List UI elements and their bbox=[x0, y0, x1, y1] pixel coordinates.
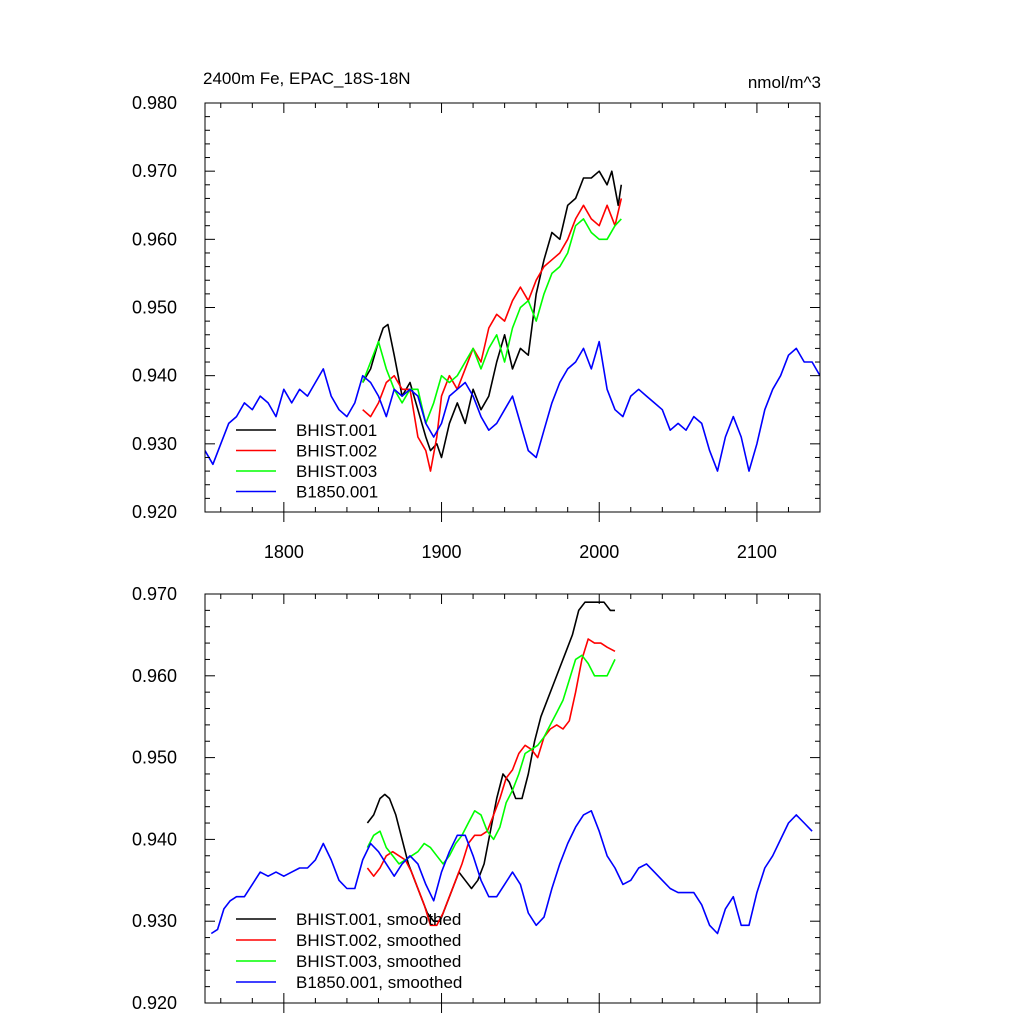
series-layer bbox=[210, 601, 813, 935]
y-tick-label: 0.960 bbox=[132, 666, 177, 686]
legend-label-1: BHIST.002, smoothed bbox=[296, 931, 461, 950]
axis-layer: 0.920 0.930 0.940 0.950 0.960 0.970 bbox=[132, 584, 821, 1013]
y-tick-label: 0.930 bbox=[132, 434, 177, 454]
legend-label-0: BHIST.001 bbox=[296, 421, 377, 440]
x-tick-label: 1900 bbox=[422, 542, 462, 562]
plot-frame bbox=[204, 593, 821, 1004]
y-tick-label: 0.970 bbox=[132, 161, 177, 181]
legend-label-0: BHIST.001, smoothed bbox=[296, 910, 461, 929]
series-line-2 bbox=[361, 218, 622, 425]
y-tick-label: 0.920 bbox=[132, 993, 177, 1013]
y-tick-label: 0.920 bbox=[132, 502, 177, 522]
y-tick-label: 0.930 bbox=[132, 911, 177, 931]
units-label: nmol/m^3 bbox=[748, 73, 821, 92]
y-tick-label: 0.950 bbox=[132, 748, 177, 768]
series-layer bbox=[205, 170, 820, 472]
series-line-2 bbox=[366, 654, 616, 865]
y-tick-label: 0.950 bbox=[132, 298, 177, 318]
chart-panel-top: 2400m Fe, EPAC_18S-18N nmol/m^3 0.9200.9… bbox=[132, 69, 821, 562]
x-tick-label: 2000 bbox=[579, 542, 619, 562]
y-tick-label: 0.980 bbox=[132, 93, 177, 113]
y-tick-label: 0.940 bbox=[132, 829, 177, 849]
legend-label-3: B1850.001 bbox=[296, 483, 378, 502]
series-line-1 bbox=[366, 638, 616, 927]
series-line-0 bbox=[362, 170, 623, 459]
x-tick-label: 1800 bbox=[264, 542, 304, 562]
series-line-1 bbox=[362, 198, 623, 472]
axis-layer: 0.920 0.930 0.940 0.950 0.960 0.970 0.980 1800 1… bbox=[132, 93, 821, 562]
legend-label-2: BHIST.003, smoothed bbox=[296, 952, 461, 971]
series-line-3 bbox=[205, 340, 820, 472]
legend-label-2: BHIST.003 bbox=[296, 462, 377, 481]
y-tick-label: 0.940 bbox=[132, 366, 177, 386]
chart-title: 2400m Fe, EPAC_18S-18N bbox=[203, 69, 411, 88]
legend: BHIST.001, smoothed BHIST.002, smoothed BH… bbox=[236, 910, 462, 992]
series-line-0 bbox=[366, 601, 615, 923]
y-tick-label: 0.960 bbox=[132, 229, 177, 249]
series-line-3 bbox=[210, 809, 813, 935]
x-tick-label: 2100 bbox=[737, 542, 777, 562]
legend-label-3: B1850.001, smoothed bbox=[296, 973, 462, 992]
chart-panel-bottom: 0.920 0.930 0.940 0.950 0.960 0.970 BHIST.001… bbox=[132, 584, 821, 1013]
legend-label-1: BHIST.002 bbox=[296, 442, 377, 461]
y-tick-label: 0.970 bbox=[132, 584, 177, 604]
